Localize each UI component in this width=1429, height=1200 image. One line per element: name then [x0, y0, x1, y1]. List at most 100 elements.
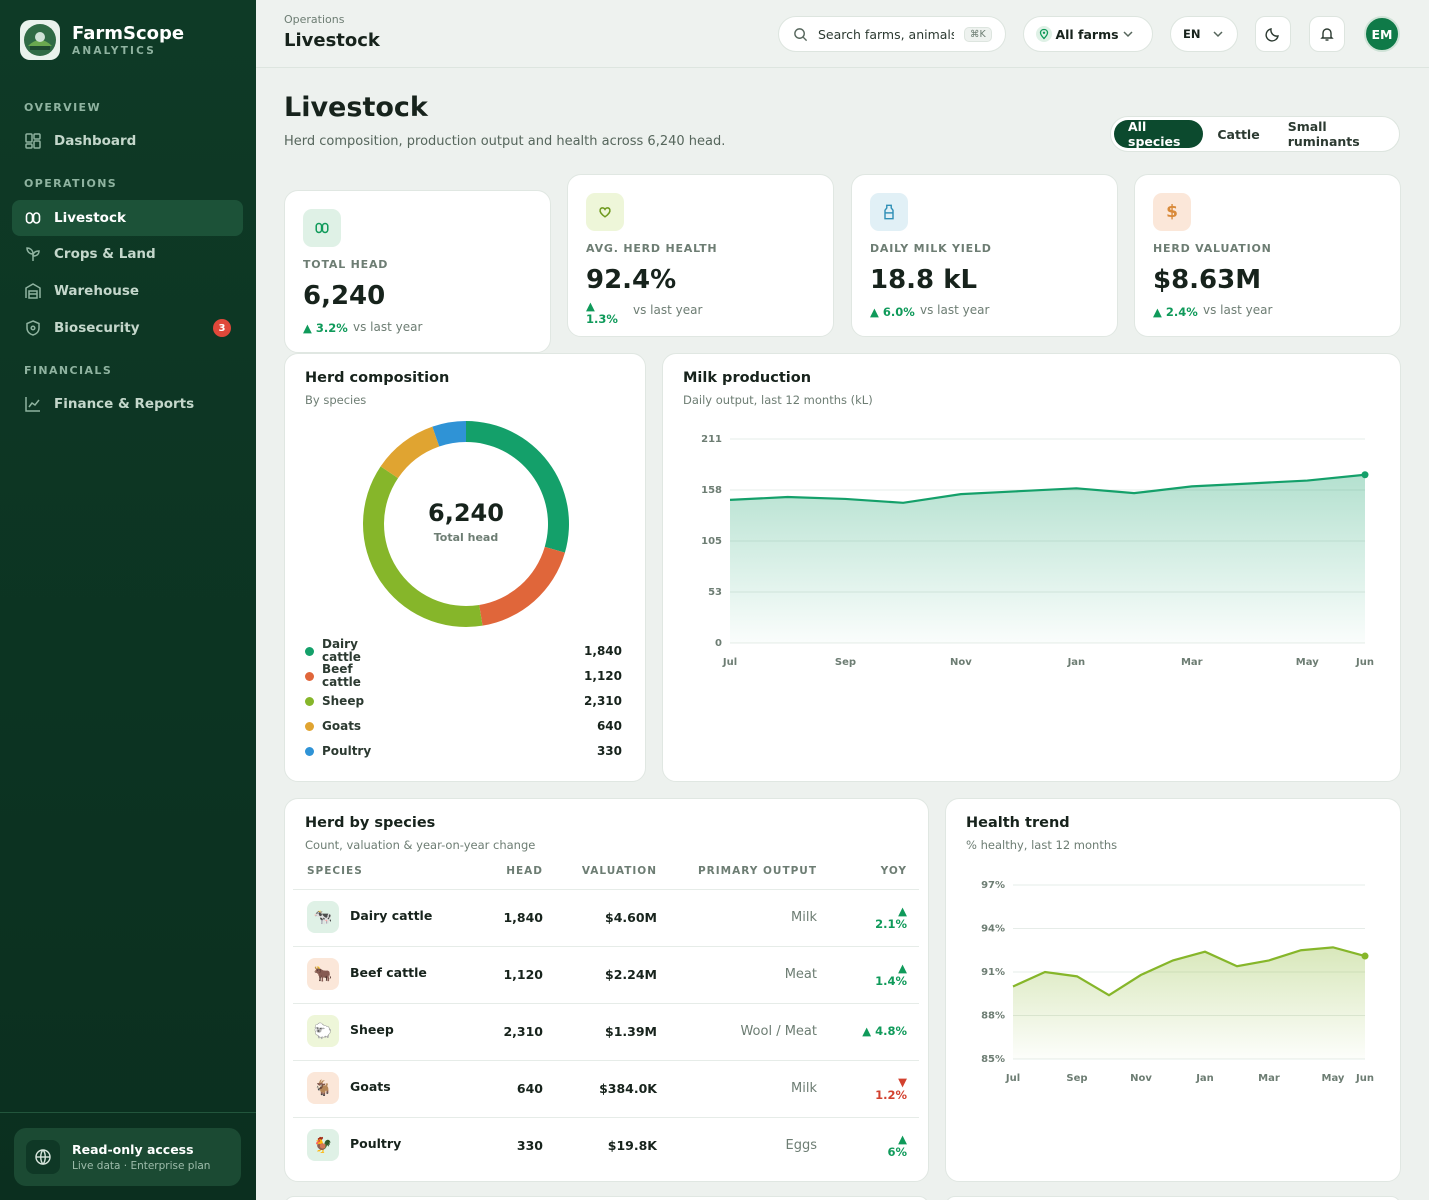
kpi-comparison: vs last year	[920, 303, 990, 317]
yoy-change: ▲ 2.1%	[875, 904, 907, 931]
series-line[interactable]	[729, 473, 1366, 504]
kpi-delta: ▲ 2.4%	[1153, 305, 1198, 319]
legend-item[interactable]: Beef cattle 1,120	[305, 662, 622, 689]
topbar-title: Livestock	[284, 30, 380, 51]
yoy-change: ▲ 1.4%	[875, 961, 907, 988]
kpi-label: TOTAL HEAD	[303, 258, 389, 271]
chart-line-icon	[25, 397, 40, 412]
column-header-species[interactable]: SPECIES	[307, 865, 363, 877]
x-tick-label: Jan	[1195, 1073, 1214, 1084]
column-header-output[interactable]: PRIMARY OUTPUT	[697, 865, 817, 877]
donut-slice-sheep[interactable]	[363, 466, 483, 627]
sidebar-item-livestock[interactable]: Livestock	[12, 200, 243, 236]
x-tick-label: May	[1296, 657, 1319, 668]
area-fill	[730, 474, 1365, 643]
column-header-valuation[interactable]: VALUATION	[581, 865, 657, 877]
legend-swatch	[305, 696, 314, 706]
sidebar-item-finance[interactable]: Finance & Reports	[12, 386, 243, 422]
series-line[interactable]	[1012, 946, 1366, 997]
table-row[interactable]: 🐐 Goats 640 $384.0K Milk ▼ 1.2%	[285, 1060, 930, 1117]
donut-slice-goats[interactable]	[380, 426, 440, 479]
sidebar-item-warehouse[interactable]: Warehouse	[12, 273, 243, 309]
data-point[interactable]	[1361, 471, 1369, 479]
breadcrumb[interactable]: Operations	[284, 13, 345, 26]
table-row[interactable]: 🐂 Beef cattle 1,120 $2.24M Meat ▲ 1.4%	[285, 946, 930, 1003]
health-trend-chart: 85% 88% 91% 94% 97% Jul Sep Nov Jan Mar May Jun	[981, 880, 1374, 1084]
brand-subtitle: ANALYTICS	[72, 45, 157, 57]
shield-icon	[26, 320, 40, 336]
sidebar-item-label: Biosecurity	[54, 320, 140, 336]
herd-composition-card: Herd composition By species 6,240 Total …	[284, 353, 646, 782]
search-box[interactable]: ⌘K	[778, 16, 1006, 52]
farm-selector-value: All farms	[1055, 26, 1119, 42]
language-selector[interactable]: EN	[1170, 16, 1238, 52]
table-row[interactable]: 🐑 Sheep 2,310 $1.39M Wool / Meat ▲ 4.8%	[285, 1003, 930, 1060]
filter-small-ruminants[interactable]: Small ruminants	[1287, 119, 1360, 149]
language-value: EN	[1183, 27, 1201, 41]
sidebar-item-label: Crops & Land	[54, 246, 156, 262]
access-card: Read-only access Live data · Enterprise …	[14, 1128, 241, 1186]
sidebar-item-biosecurity[interactable]: Biosecurity 3	[12, 310, 243, 346]
farm-selector[interactable]: All farms	[1023, 16, 1153, 52]
search-input[interactable]	[818, 26, 954, 42]
milk-production-chart: 0 53 105 158 211 Jul Sep Nov Jan Mar May Jun	[701, 434, 1374, 668]
row-divider	[293, 1003, 919, 1004]
filter-cattle[interactable]: Cattle	[1217, 126, 1260, 142]
search-icon	[794, 27, 808, 41]
species-name: Sheep	[350, 1022, 394, 1037]
sidebar-item-crops[interactable]: Crops & Land	[12, 236, 243, 272]
legend-item[interactable]: Dairy cattle 1,840	[305, 637, 622, 664]
globe-icon	[26, 1140, 60, 1174]
brand[interactable]: FarmScope ANALYTICS	[20, 20, 184, 60]
sidebar-item-dashboard[interactable]: Dashboard	[12, 123, 243, 159]
species-name: Beef cattle	[350, 965, 427, 980]
donut-slice-beef-cattle[interactable]	[479, 546, 565, 626]
milk-bottle-icon	[870, 193, 908, 231]
column-header-head[interactable]: HEAD	[506, 865, 543, 877]
filter-all-species[interactable]: All species	[1114, 119, 1204, 149]
x-tick-label: May	[1322, 1073, 1345, 1084]
species-name: Poultry	[350, 1136, 402, 1151]
legend-label: Sheep	[322, 693, 365, 708]
primary-output: Eggs	[785, 1138, 818, 1153]
herd-composition-donut: 6,240 Total head	[363, 421, 569, 627]
kpi-delta: ▲ 6.0%	[870, 305, 915, 319]
valuation: $1.39M	[605, 1024, 657, 1039]
card-title: Health trend	[966, 815, 1070, 831]
data-point[interactable]	[1361, 952, 1369, 960]
area-fill	[1013, 947, 1365, 1059]
nav-section-operations: OPERATIONS	[24, 177, 118, 190]
legend-label: Beef cattle	[322, 662, 361, 689]
avatar[interactable]: EM	[1364, 16, 1400, 52]
y-tick-label: 158	[701, 485, 722, 496]
sidebar-item-label: Warehouse	[54, 283, 140, 299]
notifications-button[interactable]	[1309, 16, 1345, 52]
y-tick-label: 105	[701, 536, 722, 547]
legend-item[interactable]: Goats 640	[305, 716, 622, 736]
kpi-delta: ▲ 1.3%	[586, 299, 618, 326]
kpi-label: DAILY MILK YIELD	[870, 242, 992, 255]
kpi-comparison: vs last year	[1203, 303, 1273, 317]
legend-swatch	[305, 671, 314, 681]
donut-slice-poultry[interactable]	[432, 421, 466, 447]
row-divider	[293, 889, 919, 890]
theme-toggle-button[interactable]	[1255, 16, 1291, 52]
legend-label: Dairy cattle	[322, 637, 361, 664]
legend-item[interactable]: Poultry 330	[305, 741, 622, 761]
head-count: 330	[516, 1138, 543, 1153]
y-tick-label: 85%	[981, 1054, 1005, 1065]
page-title: Livestock	[284, 92, 428, 123]
column-header-yoy[interactable]: YOY	[880, 865, 907, 877]
kpi-label: AVG. HERD HEALTH	[586, 242, 718, 255]
next-card	[284, 1196, 929, 1200]
table-row[interactable]: 🐓 Poultry 330 $19.8K Eggs ▲ 6%	[285, 1117, 930, 1174]
nav-section-overview: OVERVIEW	[24, 101, 102, 114]
donut-slice-dairy-cattle[interactable]	[466, 421, 569, 553]
y-tick-label: 0	[715, 638, 722, 649]
donut-center-value: 6,240	[428, 499, 504, 527]
nav-section-financials: FINANCIALS	[24, 364, 113, 377]
x-tick-label: Jul	[722, 657, 737, 668]
table-row[interactable]: 🐄 Dairy cattle 1,840 $4.60M Milk ▲ 2.1%	[285, 889, 930, 946]
primary-output: Wool / Meat	[740, 1024, 817, 1039]
legend-item[interactable]: Sheep 2,310	[305, 691, 622, 711]
